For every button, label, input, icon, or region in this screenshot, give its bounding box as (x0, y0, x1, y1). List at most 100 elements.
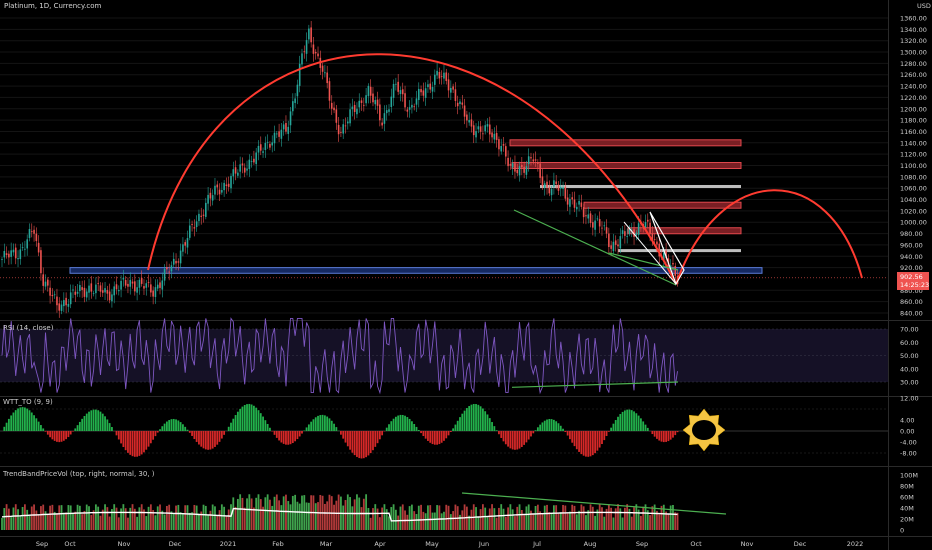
candle (129, 272, 132, 295)
wtt-bar (349, 431, 351, 450)
wtt-tick-label: 4.00 (900, 417, 914, 425)
time-tick-label: Aug (584, 540, 597, 548)
candle (234, 160, 237, 181)
wtt-bar (491, 422, 493, 431)
wtt-bar (65, 431, 68, 440)
candle (413, 103, 415, 111)
chart-title: Platinum, 1D, Currency.com (4, 2, 101, 10)
volume-trend-line (461, 492, 727, 515)
white-level-line (540, 184, 741, 188)
wtt-bar (509, 431, 512, 449)
volume-bar (662, 504, 665, 530)
volume-bar (172, 513, 175, 530)
candle (161, 272, 164, 298)
wtt-bar (346, 431, 349, 447)
wtt-bar (207, 431, 209, 450)
volume-bar (33, 504, 35, 530)
wtt-bar (138, 431, 141, 456)
volume-bar (626, 504, 629, 530)
wtt-bar (230, 422, 232, 431)
volume-bar (117, 517, 120, 530)
candle (486, 118, 489, 133)
wtt-bar (90, 410, 93, 431)
candle (257, 140, 260, 161)
candle (294, 93, 296, 109)
wtt-bar (321, 414, 324, 431)
volume-bar (72, 513, 74, 530)
time-tick-label: May (425, 540, 439, 548)
blue-support-zone (69, 267, 763, 274)
wtt-bar (250, 404, 253, 431)
volume-bar (280, 505, 283, 530)
candle (225, 177, 228, 194)
wtt-bar (653, 431, 656, 437)
volume-bar (53, 511, 56, 530)
candle (195, 215, 198, 232)
wtt-bar (555, 421, 558, 431)
volume-bar (259, 499, 262, 530)
volume-bar (165, 505, 168, 530)
candle (360, 97, 363, 111)
time-tick-label: Jul (532, 540, 541, 548)
candle (92, 290, 95, 297)
wtt-bar (99, 411, 102, 431)
price-tick-label: 1340.00 (900, 26, 927, 34)
wtt-bar (660, 431, 663, 442)
wtt-bar (97, 410, 100, 431)
volume-bar (559, 512, 562, 530)
volume-bar (85, 504, 88, 530)
candle (605, 219, 608, 239)
wtt-bar (630, 410, 633, 431)
candle (482, 125, 484, 141)
candle (72, 284, 74, 299)
candle (452, 83, 454, 93)
candle (438, 67, 441, 85)
wtt-bar (427, 431, 429, 441)
candle (445, 68, 448, 85)
wtt-bar (571, 431, 574, 443)
wtt-bar (436, 431, 438, 445)
wtt-bar (676, 431, 679, 433)
candle (562, 181, 564, 196)
candle (273, 125, 276, 151)
volume-bar (253, 507, 255, 530)
candle (596, 215, 599, 222)
candle (363, 97, 365, 112)
candle (326, 65, 328, 89)
volume-bar (220, 504, 223, 530)
candle (417, 82, 420, 108)
candle (550, 186, 553, 202)
volume-bar (646, 510, 649, 530)
volume-bar (640, 515, 642, 530)
time-tick-label: Dec (169, 540, 182, 548)
wtt-bar (360, 431, 363, 459)
wtt-bar (514, 431, 516, 450)
wtt-bar (159, 429, 161, 431)
wtt-bar (12, 412, 15, 431)
wtt-bar (623, 410, 626, 431)
volume-bar (30, 506, 33, 530)
volume-bar (120, 508, 122, 530)
volume-bar (614, 508, 617, 530)
candle (527, 148, 530, 172)
volume-bar (156, 506, 159, 530)
candle (516, 164, 519, 177)
volume-bar (438, 505, 441, 530)
candle (344, 117, 347, 134)
volume-bar (207, 514, 209, 530)
wtt-bar (239, 408, 242, 431)
wtt-bar (202, 431, 205, 449)
volume-bar (562, 504, 564, 530)
price-tick-label: 1300.00 (900, 49, 927, 57)
volume-bar (129, 507, 132, 530)
wtt-bar (353, 431, 356, 456)
candle (292, 93, 294, 116)
wtt-bar (358, 431, 361, 459)
candle (385, 104, 388, 121)
wtt-bar (262, 416, 264, 431)
volume-bar (465, 506, 468, 530)
wtt-bar (326, 416, 329, 431)
wtt-bar (129, 431, 132, 455)
wtt-bar (92, 409, 95, 431)
